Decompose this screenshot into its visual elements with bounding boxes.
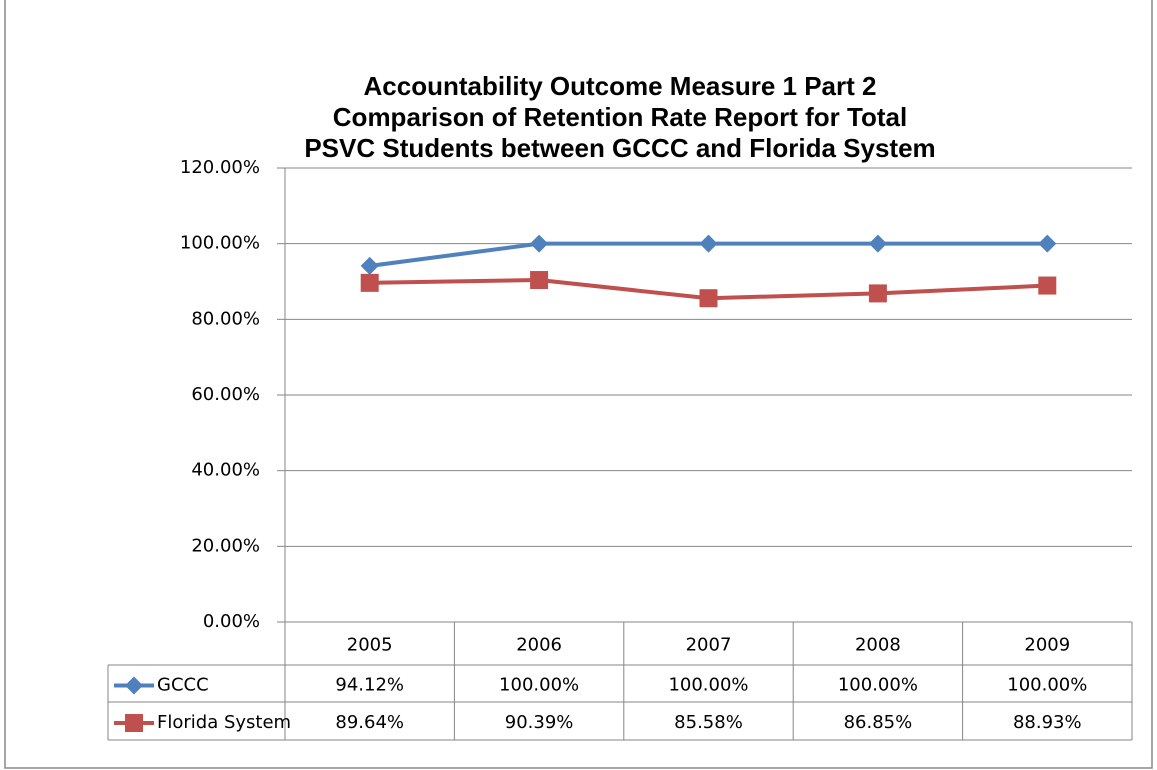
y-tick-label: 60.00% xyxy=(191,384,260,405)
y-tick-label: 20.00% xyxy=(191,535,260,556)
chart-title: Comparison of Retention Rate Report for … xyxy=(333,102,907,132)
table-value: 100.00% xyxy=(838,675,918,696)
legend-label: GCCC xyxy=(157,675,209,696)
chart-title: PSVC Students between GCCC and Florida S… xyxy=(304,133,935,163)
marker xyxy=(699,234,718,253)
table-value: 86.85% xyxy=(844,712,913,733)
marker xyxy=(699,289,718,308)
y-tick-label: 0.00% xyxy=(203,611,260,632)
y-tick-label: 120.00% xyxy=(180,157,260,178)
table-value: 85.58% xyxy=(674,712,743,733)
legend-marker xyxy=(125,714,143,732)
x-tick-label: 2005 xyxy=(347,635,393,656)
table-value: 100.00% xyxy=(499,675,579,696)
table-value: 89.64% xyxy=(335,712,404,733)
x-tick-label: 2007 xyxy=(686,635,732,656)
marker xyxy=(360,273,379,292)
x-tick-label: 2009 xyxy=(1024,635,1070,656)
chart-border xyxy=(4,0,1153,769)
marker xyxy=(530,234,549,253)
table-value: 90.39% xyxy=(505,712,574,733)
table-value: 100.00% xyxy=(668,675,748,696)
chart-title: Accountability Outcome Measure 1 Part 2 xyxy=(364,71,877,101)
table-value: 100.00% xyxy=(1007,675,1087,696)
x-tick-label: 2008 xyxy=(855,635,901,656)
y-tick-label: 80.00% xyxy=(191,308,260,329)
marker xyxy=(1038,276,1057,295)
marker xyxy=(1038,234,1057,253)
table-value: 88.93% xyxy=(1013,712,1082,733)
marker xyxy=(360,256,379,275)
x-tick-label: 2006 xyxy=(516,635,562,656)
legend-marker xyxy=(125,676,143,695)
y-tick-label: 40.00% xyxy=(191,460,260,481)
y-tick-label: 100.00% xyxy=(180,233,260,254)
marker xyxy=(530,271,549,290)
marker xyxy=(868,284,887,303)
legend-label: Florida System xyxy=(157,712,291,733)
table-value: 94.12% xyxy=(335,675,404,696)
marker xyxy=(868,234,887,253)
